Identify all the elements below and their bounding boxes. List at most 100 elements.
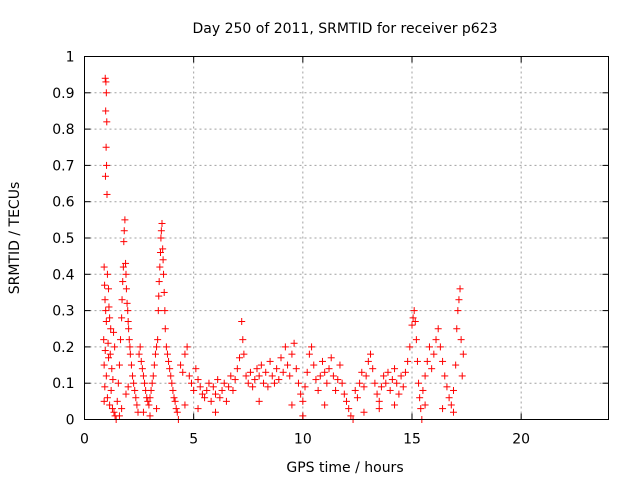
data-point bbox=[122, 390, 130, 398]
data-point bbox=[233, 365, 241, 373]
data-point bbox=[110, 408, 118, 416]
data-point bbox=[114, 379, 122, 387]
data-point bbox=[203, 386, 211, 394]
data-point bbox=[410, 307, 418, 315]
data-point bbox=[255, 372, 263, 380]
data-point bbox=[453, 325, 461, 333]
data-point bbox=[227, 372, 235, 380]
data-point bbox=[292, 365, 300, 373]
data-point bbox=[115, 361, 123, 369]
data-point bbox=[104, 339, 112, 347]
data-point bbox=[388, 376, 396, 384]
data-point bbox=[246, 368, 254, 376]
data-point bbox=[401, 368, 409, 376]
data-point bbox=[312, 376, 320, 384]
data-point bbox=[449, 386, 457, 394]
data-point bbox=[338, 379, 346, 387]
data-point bbox=[103, 190, 111, 198]
grid-lines bbox=[84, 56, 609, 420]
data-point bbox=[231, 376, 239, 384]
data-point bbox=[417, 405, 425, 413]
data-point bbox=[107, 325, 115, 333]
data-point bbox=[251, 376, 259, 384]
data-point bbox=[165, 357, 173, 365]
data-point bbox=[275, 376, 283, 384]
data-point bbox=[119, 263, 127, 271]
data-point bbox=[380, 372, 388, 380]
data-point bbox=[103, 118, 111, 126]
y-tick-label: 0.4 bbox=[52, 267, 74, 283]
data-point bbox=[155, 278, 163, 286]
data-point bbox=[299, 412, 307, 420]
data-point bbox=[102, 107, 110, 115]
data-point bbox=[138, 365, 146, 373]
data-point bbox=[270, 379, 278, 387]
data-point bbox=[455, 296, 463, 304]
data-point bbox=[154, 336, 162, 344]
data-point bbox=[382, 379, 390, 387]
y-tick-label: 0.6 bbox=[52, 195, 74, 211]
data-point bbox=[347, 412, 355, 420]
data-point bbox=[139, 408, 147, 416]
y-tick-label: 0.1 bbox=[52, 376, 74, 392]
data-point bbox=[290, 339, 298, 347]
data-point bbox=[100, 263, 108, 271]
data-point bbox=[149, 372, 157, 380]
data-point bbox=[336, 361, 344, 369]
data-point bbox=[101, 172, 109, 180]
data-point bbox=[103, 394, 111, 402]
data-point bbox=[216, 394, 224, 402]
data-point bbox=[100, 336, 108, 344]
data-point bbox=[101, 383, 109, 391]
data-point bbox=[113, 397, 121, 405]
data-point bbox=[441, 372, 449, 380]
data-point bbox=[384, 368, 392, 376]
data-point bbox=[100, 397, 108, 405]
data-point bbox=[305, 350, 313, 358]
data-point bbox=[345, 405, 353, 413]
data-point bbox=[129, 372, 137, 380]
data-point bbox=[177, 361, 185, 369]
data-point bbox=[160, 270, 168, 278]
data-point bbox=[118, 314, 126, 322]
data-point bbox=[222, 397, 230, 405]
data-point bbox=[397, 372, 405, 380]
data-point bbox=[406, 343, 414, 351]
data-point bbox=[404, 357, 412, 365]
data-point bbox=[297, 390, 305, 398]
data-point bbox=[103, 270, 111, 278]
data-point bbox=[268, 372, 276, 380]
data-point bbox=[340, 390, 348, 398]
data-point bbox=[159, 245, 167, 253]
data-point bbox=[399, 383, 407, 391]
data-point bbox=[286, 372, 294, 380]
data-point bbox=[284, 361, 292, 369]
data-point bbox=[130, 379, 138, 387]
data-point bbox=[124, 307, 132, 315]
data-point bbox=[146, 394, 154, 402]
y-tick-label: 0 bbox=[66, 413, 75, 429]
data-point bbox=[458, 372, 466, 380]
data-point bbox=[457, 336, 465, 344]
y-tick-label: 0.9 bbox=[52, 86, 74, 102]
data-point bbox=[409, 314, 417, 322]
data-point bbox=[103, 161, 111, 169]
data-point bbox=[141, 379, 149, 387]
data-point bbox=[264, 383, 272, 391]
data-point bbox=[102, 89, 110, 97]
data-point bbox=[157, 227, 165, 235]
data-point bbox=[408, 321, 416, 329]
data-point bbox=[119, 278, 127, 286]
data-point bbox=[167, 372, 175, 380]
data-point bbox=[124, 383, 132, 391]
data-point bbox=[153, 343, 161, 351]
data-point bbox=[108, 365, 116, 373]
data-point bbox=[367, 350, 375, 358]
data-point bbox=[148, 379, 156, 387]
x-tick-label: 15 bbox=[403, 432, 421, 448]
data-point bbox=[321, 368, 329, 376]
data-point bbox=[154, 307, 162, 315]
data-point bbox=[181, 350, 189, 358]
data-points bbox=[100, 74, 467, 423]
